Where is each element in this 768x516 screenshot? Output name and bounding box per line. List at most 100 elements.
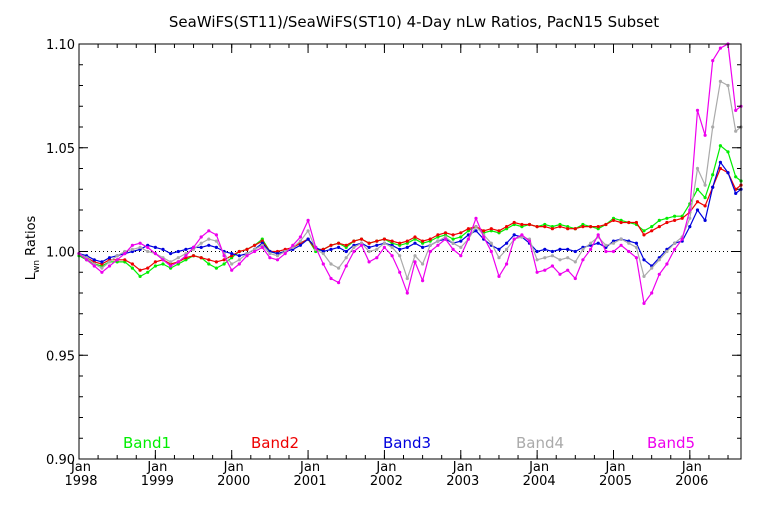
- data-point-band5-64: [566, 268, 570, 272]
- data-point-band1-78: [673, 214, 677, 218]
- data-point-band4-43: [405, 276, 409, 281]
- data-point-band3-68: [596, 241, 600, 245]
- data-point-band5-50: [459, 254, 463, 258]
- x-tick-label-month: Jan: [146, 460, 167, 475]
- data-point-band2-21: [237, 249, 241, 254]
- data-point-band3-65: [573, 249, 577, 254]
- data-point-band3-84: [718, 160, 723, 164]
- data-point-band5-17: [207, 229, 211, 233]
- data-point-band2-39: [375, 239, 379, 243]
- data-point-band5-73: [634, 256, 639, 260]
- data-point-band5-18: [214, 233, 218, 237]
- data-point-band5-79: [680, 237, 684, 241]
- data-point-band2-38: [367, 241, 371, 245]
- data-point-band4-41: [390, 245, 394, 249]
- data-point-band5-70: [611, 249, 616, 254]
- data-point-band2-82: [703, 204, 707, 208]
- y-tick-label: 0.95: [46, 349, 75, 364]
- data-point-band5-1: [85, 258, 89, 262]
- data-point-band2-55: [497, 229, 501, 233]
- data-point-band4-85: [726, 83, 730, 88]
- data-point-band4-49: [451, 241, 455, 245]
- series-line-band3: [78, 160, 742, 267]
- data-point-band2-59: [527, 222, 532, 227]
- data-point-band4-74: [642, 274, 646, 278]
- data-point-band5-38: [367, 260, 371, 264]
- data-point-band3-29: [298, 243, 302, 247]
- data-point-band4-56: [505, 247, 509, 251]
- data-point-band5-8: [138, 241, 142, 245]
- data-point-band5-75: [650, 291, 654, 295]
- data-point-band2-66: [581, 225, 585, 229]
- data-point-band5-77: [665, 262, 669, 266]
- data-point-band2-34: [337, 241, 341, 245]
- y-axis-label: Lwn Ratios: [24, 215, 42, 280]
- data-point-band2-46: [428, 237, 432, 241]
- data-point-band4-67: [589, 241, 593, 245]
- data-point-band2-7: [130, 262, 134, 266]
- data-point-band2-60: [535, 225, 539, 229]
- data-point-band3-21: [237, 254, 241, 258]
- data-point-band4-83: [711, 125, 715, 129]
- data-point-band5-30: [306, 218, 310, 222]
- data-point-band4-35: [344, 256, 348, 260]
- legend-label-band4: Band4: [516, 434, 564, 452]
- data-point-band2-18: [214, 260, 218, 264]
- y-tick-label: 1.00: [46, 246, 75, 261]
- data-point-band1-8: [138, 274, 142, 278]
- y-axis-label-main: L: [24, 272, 39, 280]
- legend-label-band1: Band1: [123, 434, 171, 452]
- data-point-band3-52: [474, 229, 478, 233]
- data-point-band3-2: [92, 258, 96, 262]
- data-point-band4-82: [703, 183, 707, 187]
- data-point-band4-21: [237, 258, 241, 262]
- data-point-band1-19: [222, 262, 226, 266]
- x-tick-label-month: Jan: [70, 460, 91, 475]
- x-tick-label-month: Jan: [528, 460, 549, 475]
- data-point-band5-26: [275, 258, 280, 262]
- data-point-band4-73: [634, 245, 639, 249]
- data-point-band5-6: [123, 252, 127, 256]
- data-point-band3-4: [107, 256, 112, 260]
- y-tick-label: 0.90: [46, 453, 75, 468]
- data-point-band4-78: [673, 241, 677, 245]
- data-point-band3-38: [367, 245, 371, 249]
- x-tick-label-month: Jan: [681, 460, 702, 475]
- data-point-band2-10: [153, 260, 157, 264]
- data-point-band5-32: [321, 262, 325, 266]
- data-point-band4-66: [581, 247, 585, 251]
- data-point-band3-30: [306, 237, 310, 241]
- data-point-band3-16: [199, 245, 203, 249]
- x-tick-label-month: Jan: [223, 460, 244, 475]
- data-point-band3-64: [566, 247, 570, 251]
- data-point-band4-16: [199, 241, 203, 245]
- data-point-band2-41: [390, 239, 394, 243]
- data-point-band5-54: [489, 249, 493, 254]
- data-point-band4-72: [627, 241, 631, 245]
- data-point-band5-16: [199, 235, 203, 239]
- data-point-band2-33: [329, 243, 333, 247]
- data-point-band3-73: [634, 241, 639, 245]
- x-tick-label-month: Jan: [299, 460, 320, 475]
- data-point-band2-56: [505, 225, 509, 229]
- data-point-band1-85: [726, 150, 730, 154]
- x-tick-label-month: Jan: [375, 460, 396, 475]
- data-point-band5-80: [688, 208, 692, 212]
- data-point-band5-33: [329, 276, 333, 281]
- data-point-band4-55: [497, 256, 501, 260]
- data-point-band5-82: [703, 133, 707, 137]
- data-point-band2-78: [673, 218, 677, 222]
- data-point-band5-52: [474, 216, 478, 220]
- data-point-band3-62: [550, 249, 555, 254]
- data-point-band5-56: [505, 262, 509, 266]
- data-point-band5-11: [161, 258, 165, 262]
- x-tick-label-year: 2003: [446, 474, 479, 489]
- data-point-band5-28: [291, 243, 295, 247]
- data-point-band2-43: [405, 239, 409, 243]
- data-point-band5-74: [642, 301, 646, 305]
- data-point-band2-23: [253, 243, 257, 247]
- data-point-band5-86: [734, 108, 738, 112]
- data-point-band5-47: [436, 243, 440, 247]
- data-point-band2-71: [619, 220, 623, 225]
